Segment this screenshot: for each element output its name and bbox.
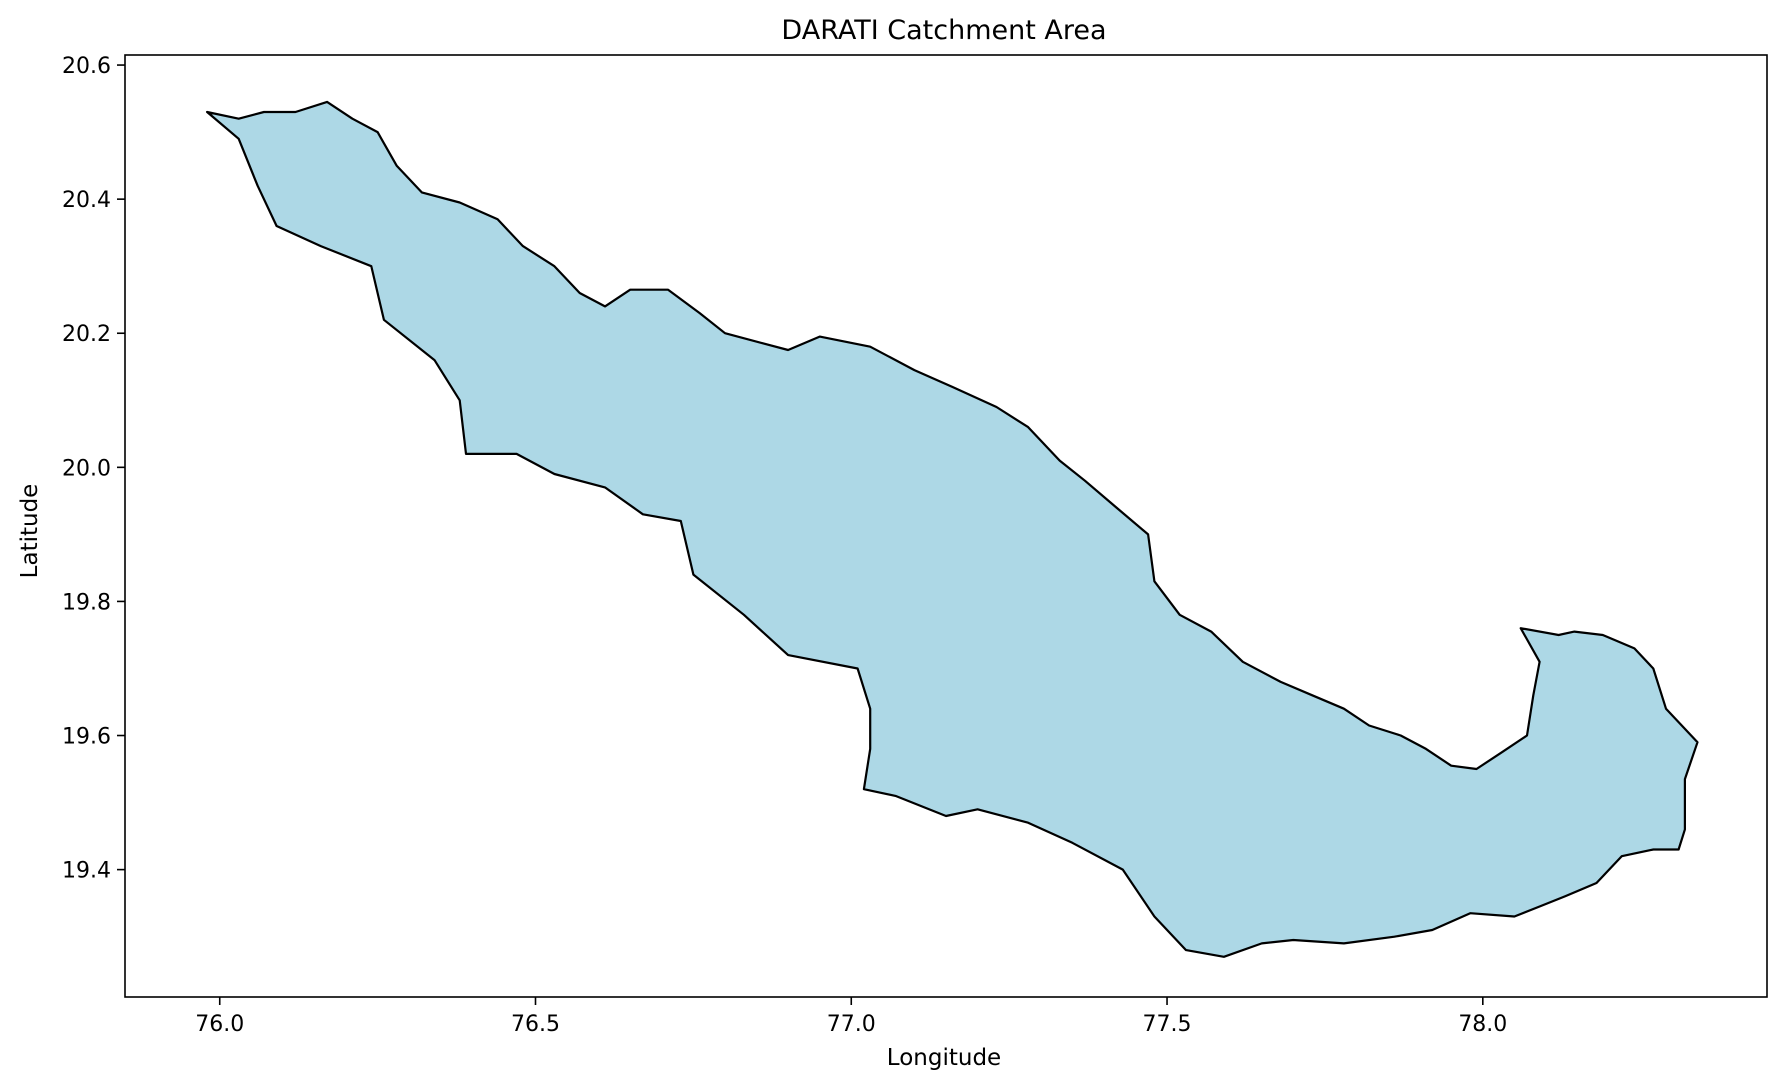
x-axis-ticks: 76.0 76.5 77.0 77.5 78.0 bbox=[195, 997, 1507, 1037]
y-tick-label: 20.6 bbox=[62, 54, 111, 79]
y-tick-label: 19.6 bbox=[62, 725, 111, 750]
x-tick-label: 77.5 bbox=[1143, 1012, 1192, 1037]
plot-area bbox=[206, 100, 1699, 958]
y-tick-label: 20.4 bbox=[62, 188, 111, 213]
x-tick-label: 76.5 bbox=[511, 1012, 560, 1037]
axes-frame bbox=[124, 54, 1768, 998]
y-tick-label: 20.0 bbox=[62, 456, 111, 481]
catchment-boundary-polygon bbox=[206, 100, 1699, 958]
x-tick-label: 76.0 bbox=[195, 1012, 244, 1037]
x-tick-label: 77.0 bbox=[827, 1012, 876, 1037]
y-tick-label: 19.8 bbox=[62, 590, 111, 615]
x-tick-label: 78.0 bbox=[1458, 1012, 1507, 1037]
x-axis-label: Longitude bbox=[887, 1045, 1001, 1071]
y-axis-ticks: 19.4 19.6 19.8 20.0 20.2 20.4 20.6 bbox=[62, 54, 125, 884]
y-tick-label: 19.4 bbox=[62, 859, 111, 884]
chart-title: DARATI Catchment Area bbox=[781, 15, 1106, 46]
y-axis-label: Latitude bbox=[17, 484, 43, 579]
y-tick-label: 20.2 bbox=[62, 322, 111, 347]
